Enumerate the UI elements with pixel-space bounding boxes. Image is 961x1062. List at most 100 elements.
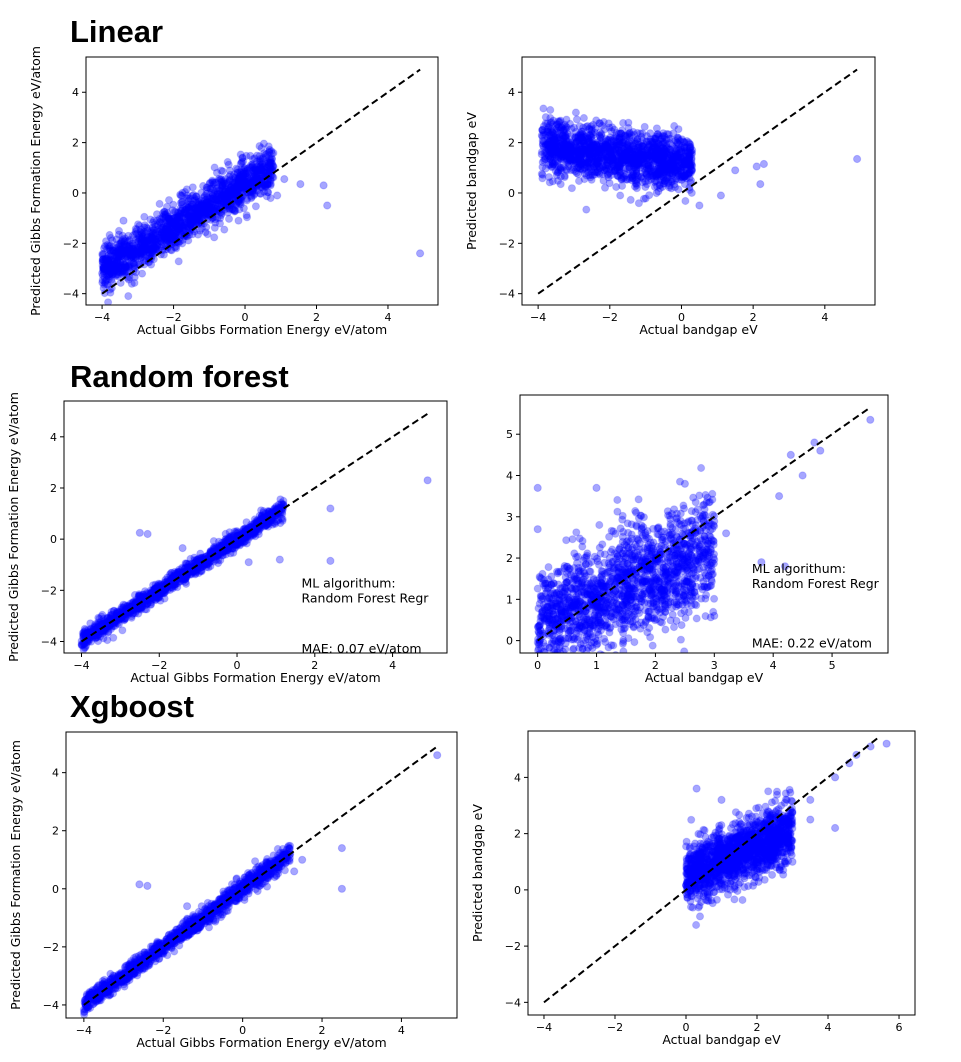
data-point bbox=[103, 244, 112, 253]
outlier-point bbox=[275, 555, 284, 564]
data-point bbox=[124, 242, 133, 251]
data-point bbox=[214, 198, 223, 207]
data-point bbox=[99, 265, 108, 274]
data-point bbox=[106, 233, 116, 243]
data-point bbox=[100, 269, 109, 278]
data-point bbox=[124, 250, 133, 259]
y-axis-label: Predicted Gibbs Formation Energy eV/atom bbox=[28, 46, 43, 316]
data-point bbox=[116, 262, 125, 271]
data-point bbox=[217, 182, 226, 191]
data-point bbox=[265, 160, 274, 169]
outlier-point bbox=[244, 558, 253, 567]
data-point bbox=[233, 186, 242, 196]
data-point bbox=[184, 216, 193, 225]
data-point bbox=[171, 220, 180, 229]
data-point bbox=[110, 264, 119, 274]
data-point bbox=[120, 263, 129, 272]
data-point bbox=[253, 166, 262, 175]
data-point bbox=[265, 165, 274, 174]
data-point bbox=[218, 191, 227, 200]
data-point bbox=[188, 215, 197, 224]
data-point bbox=[140, 241, 149, 251]
data-point bbox=[257, 171, 266, 181]
data-point bbox=[157, 240, 166, 249]
data-point bbox=[676, 635, 686, 644]
data-point bbox=[153, 229, 162, 238]
data-point bbox=[605, 667, 612, 674]
data-point bbox=[165, 231, 174, 240]
data-point bbox=[202, 198, 211, 207]
data-point bbox=[148, 218, 158, 227]
data-point bbox=[255, 163, 264, 173]
data-point bbox=[260, 187, 269, 196]
data-point bbox=[165, 215, 174, 224]
data-point bbox=[266, 165, 275, 174]
data-point bbox=[117, 251, 126, 260]
data-point bbox=[178, 188, 187, 197]
data-point bbox=[645, 171, 655, 181]
data-point bbox=[149, 238, 158, 247]
data-point bbox=[221, 185, 230, 194]
data-point bbox=[243, 177, 252, 186]
data-point bbox=[142, 246, 152, 255]
y-tick-label: 4 bbox=[508, 86, 515, 99]
data-point bbox=[236, 186, 245, 195]
data-point bbox=[245, 163, 254, 172]
data-point bbox=[544, 144, 553, 153]
data-point bbox=[229, 192, 238, 201]
data-point bbox=[157, 233, 166, 242]
y-tick-label: 0 bbox=[72, 187, 79, 200]
data-point bbox=[267, 149, 277, 158]
outlier-point bbox=[731, 166, 740, 175]
data-point bbox=[278, 516, 287, 525]
data-point bbox=[579, 113, 589, 123]
data-point bbox=[99, 263, 108, 272]
data-point bbox=[115, 249, 125, 258]
data-point bbox=[105, 270, 114, 279]
data-point bbox=[235, 185, 244, 194]
data-point bbox=[187, 215, 196, 225]
data-point bbox=[222, 193, 231, 202]
data-point bbox=[157, 225, 166, 234]
data-point bbox=[170, 218, 179, 227]
data-point bbox=[106, 288, 115, 297]
data-point bbox=[102, 275, 111, 284]
data-point bbox=[163, 220, 172, 229]
data-point bbox=[233, 168, 242, 177]
data-point bbox=[124, 231, 133, 240]
data-point bbox=[571, 108, 581, 117]
data-point bbox=[147, 233, 156, 243]
data-point bbox=[99, 255, 108, 264]
data-point bbox=[113, 240, 123, 249]
data-point bbox=[265, 167, 274, 176]
data-point bbox=[110, 253, 120, 262]
data-point bbox=[186, 216, 195, 225]
data-point bbox=[683, 654, 690, 661]
data-point bbox=[625, 129, 634, 138]
data-point bbox=[234, 176, 243, 185]
data-point bbox=[187, 220, 196, 230]
data-point bbox=[138, 234, 147, 243]
data-point bbox=[144, 244, 153, 253]
data-point bbox=[148, 234, 157, 243]
data-point bbox=[235, 181, 244, 190]
data-point bbox=[264, 158, 273, 167]
data-point bbox=[106, 268, 115, 277]
data-point bbox=[173, 227, 182, 236]
outlier-point bbox=[323, 201, 332, 210]
data-point bbox=[260, 169, 269, 179]
data-point bbox=[195, 198, 204, 207]
data-point bbox=[140, 245, 149, 254]
data-point bbox=[175, 209, 185, 219]
data-point bbox=[170, 233, 179, 242]
data-point bbox=[238, 154, 247, 163]
data-point bbox=[217, 190, 226, 199]
data-point bbox=[544, 121, 554, 131]
data-point bbox=[113, 264, 122, 273]
data-point bbox=[208, 201, 217, 210]
data-point bbox=[167, 568, 176, 578]
data-point bbox=[123, 246, 132, 255]
data-point bbox=[160, 233, 169, 242]
data-point bbox=[151, 245, 160, 254]
